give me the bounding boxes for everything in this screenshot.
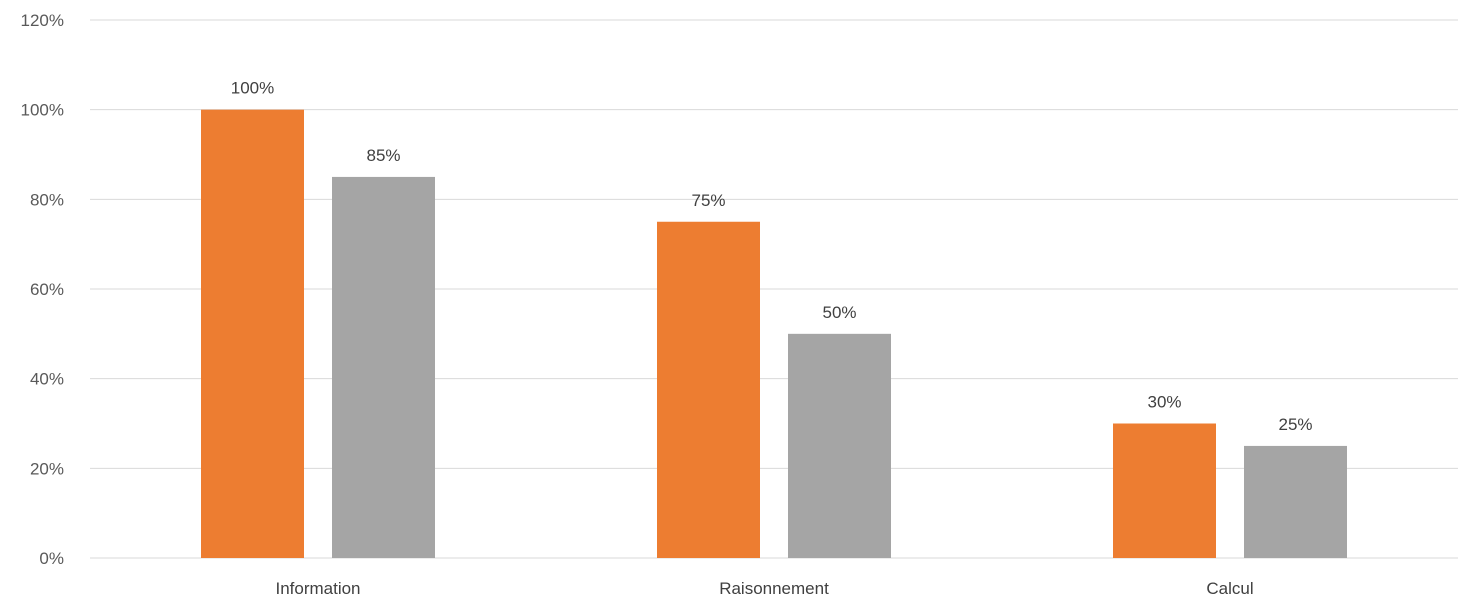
data-label: 30%: [1147, 393, 1181, 412]
gridlines: [90, 19, 1458, 559]
bar-information-series-1: [201, 109, 304, 559]
bar-calcul-series-1: [1113, 423, 1216, 558]
x-axis-categories: Information Raisonnement Calcul: [275, 579, 1253, 598]
data-labels: 100% 85% 75% 50% 30% 25%: [231, 79, 1313, 434]
bar-raisonnement-series-2: [788, 333, 891, 558]
y-tick-label: 60%: [30, 280, 64, 299]
y-tick-label: 40%: [30, 370, 64, 389]
data-label: 50%: [822, 303, 856, 322]
data-label: 25%: [1278, 415, 1312, 434]
y-tick-label: 80%: [30, 190, 64, 209]
y-tick-label: 20%: [30, 459, 64, 478]
category-label: Information: [275, 579, 360, 598]
y-tick-label: 120%: [21, 11, 64, 30]
data-label: 85%: [366, 146, 400, 165]
data-label: 75%: [691, 191, 725, 210]
y-axis-ticks: 0% 20% 40% 60% 80% 100% 120%: [21, 11, 64, 568]
y-tick-label: 100%: [21, 101, 64, 120]
category-label: Calcul: [1206, 579, 1253, 598]
data-label: 100%: [231, 79, 274, 98]
category-label: Raisonnement: [719, 579, 829, 598]
bar-calcul-series-2: [1244, 445, 1347, 558]
y-tick-label: 0%: [39, 549, 64, 568]
bar-information-series-2: [332, 176, 435, 558]
bars: [201, 109, 1347, 559]
bar-raisonnement-series-1: [657, 221, 760, 558]
